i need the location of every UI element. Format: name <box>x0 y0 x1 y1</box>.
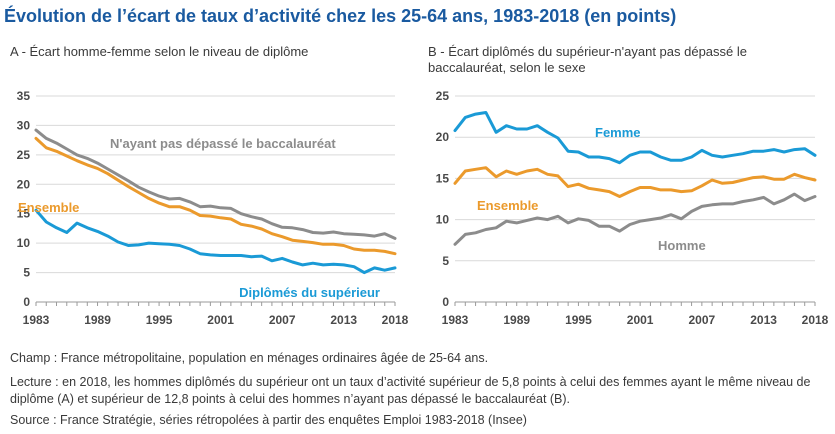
chart-b: 0 5 10 15 20 25 1983 1989 1995 2001 2007 2013 2018 Fe… <box>436 89 829 327</box>
y-tick-label: 25 <box>436 89 450 103</box>
series-label: Diplômés du supérieur <box>239 285 380 300</box>
series-line-femme <box>453 111 817 165</box>
page-title: Évolution de l’écart de taux d’activité … <box>4 6 677 26</box>
note-champ: Champ : France métropolitaine, populatio… <box>10 351 489 365</box>
series-line-ensemble <box>34 136 397 256</box>
x-tick-label: 2013 <box>330 313 357 327</box>
chart-a: 0 5 10 15 20 25 30 35 1983 1989 1995 2001 2007 2013 20… <box>17 89 409 327</box>
y-tick-label: 20 <box>17 177 31 191</box>
series-line-homme <box>453 192 817 246</box>
x-tick-label: 1995 <box>146 313 173 327</box>
series-line-ensemble <box>453 166 817 198</box>
y-tick-label: 10 <box>17 236 31 250</box>
series-line-n-ayant-pas-d-pass-le-baccalaur-at <box>34 128 397 240</box>
y-tick-label: 25 <box>17 148 31 162</box>
x-tick-label: 1989 <box>503 313 530 327</box>
x-tick-label: 1995 <box>565 313 592 327</box>
y-tick-label: 5 <box>23 266 30 280</box>
y-tick-label: 0 <box>442 295 449 309</box>
y-tick-label: 15 <box>17 207 31 221</box>
x-tick-label: 2018 <box>802 313 829 327</box>
chart-b-title: B - Écart diplômés du supérieur-n'ayant … <box>428 44 747 75</box>
note-lecture: Lecture : en 2018, les hommes diplômés d… <box>10 375 811 406</box>
series-label: N'ayant pas dépassé le baccalauréat <box>110 136 336 151</box>
x-tick-label: 1983 <box>23 313 50 327</box>
y-tick-label: 5 <box>442 254 449 268</box>
x-tick-label: 2007 <box>689 313 716 327</box>
y-tick-label: 15 <box>436 171 450 185</box>
y-tick-label: 20 <box>436 130 450 144</box>
chart-a-title: A - Écart homme-femme selon le niveau de… <box>10 44 309 59</box>
x-tick-label: 2001 <box>627 313 654 327</box>
y-tick-label: 35 <box>17 89 31 103</box>
y-tick-label: 0 <box>23 295 30 309</box>
x-tick-label: 2013 <box>750 313 777 327</box>
x-tick-label: 1989 <box>84 313 111 327</box>
series-label: Ensemble <box>477 198 538 213</box>
series-line-dipl-m-s-du-sup-rieur <box>34 208 397 275</box>
note-source: Source : France Stratégie, séries rétrop… <box>10 413 527 427</box>
y-tick-label: 10 <box>436 213 450 227</box>
series-label: Femme <box>595 125 641 140</box>
x-tick-label: 2018 <box>382 313 409 327</box>
x-tick-label: 2001 <box>207 313 234 327</box>
series-label: Ensemble <box>18 200 79 215</box>
series-label: Homme <box>658 238 706 253</box>
x-tick-label: 2007 <box>269 313 296 327</box>
x-tick-label: 1983 <box>442 313 469 327</box>
y-tick-label: 30 <box>17 118 31 132</box>
